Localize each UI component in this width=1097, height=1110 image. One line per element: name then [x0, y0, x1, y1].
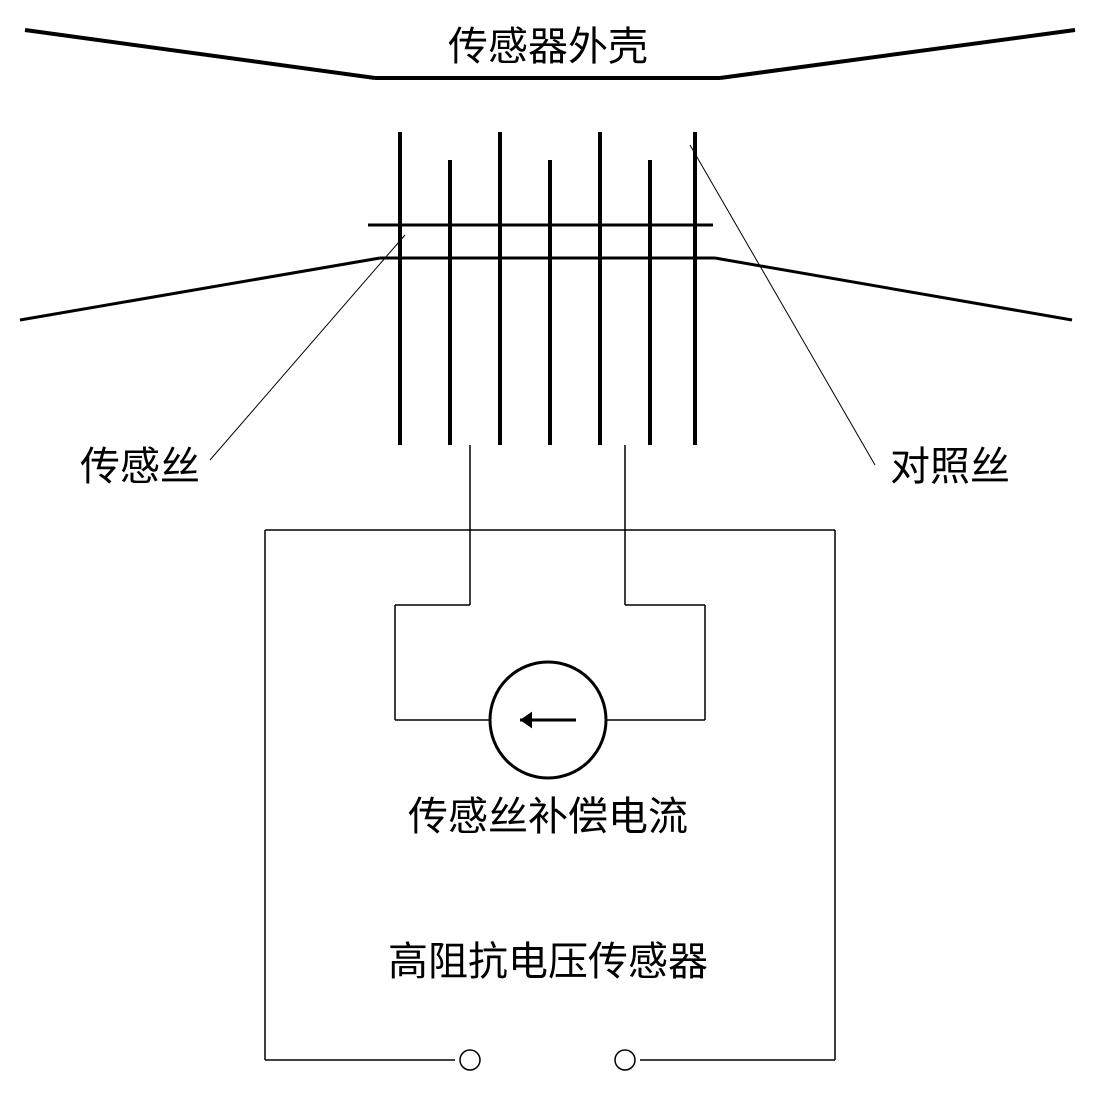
arrow-head-icon	[520, 712, 532, 729]
label-ref-wire: 对照丝	[890, 444, 1010, 489]
shell-top-right	[720, 30, 1075, 78]
leader-left	[210, 235, 405, 460]
label-sense-wire: 传感丝	[80, 444, 200, 489]
shell-bottom-left	[20, 258, 380, 320]
label-compensation-current: 传感丝补偿电流	[408, 794, 688, 839]
label-high-impedance-sensor: 高阻抗电压传感器	[388, 939, 708, 984]
terminal-right-icon	[615, 1050, 635, 1070]
terminal-left-icon	[460, 1050, 480, 1070]
sensor-schematic: 传感器外壳传感丝 对照丝传感丝补偿电流高阻抗电压传感器	[0, 0, 1097, 1110]
shell-bottom-right	[715, 258, 1072, 320]
label-shell: 传感器外壳	[448, 24, 648, 69]
leader-right	[690, 145, 875, 465]
shell-top-left	[25, 30, 375, 78]
